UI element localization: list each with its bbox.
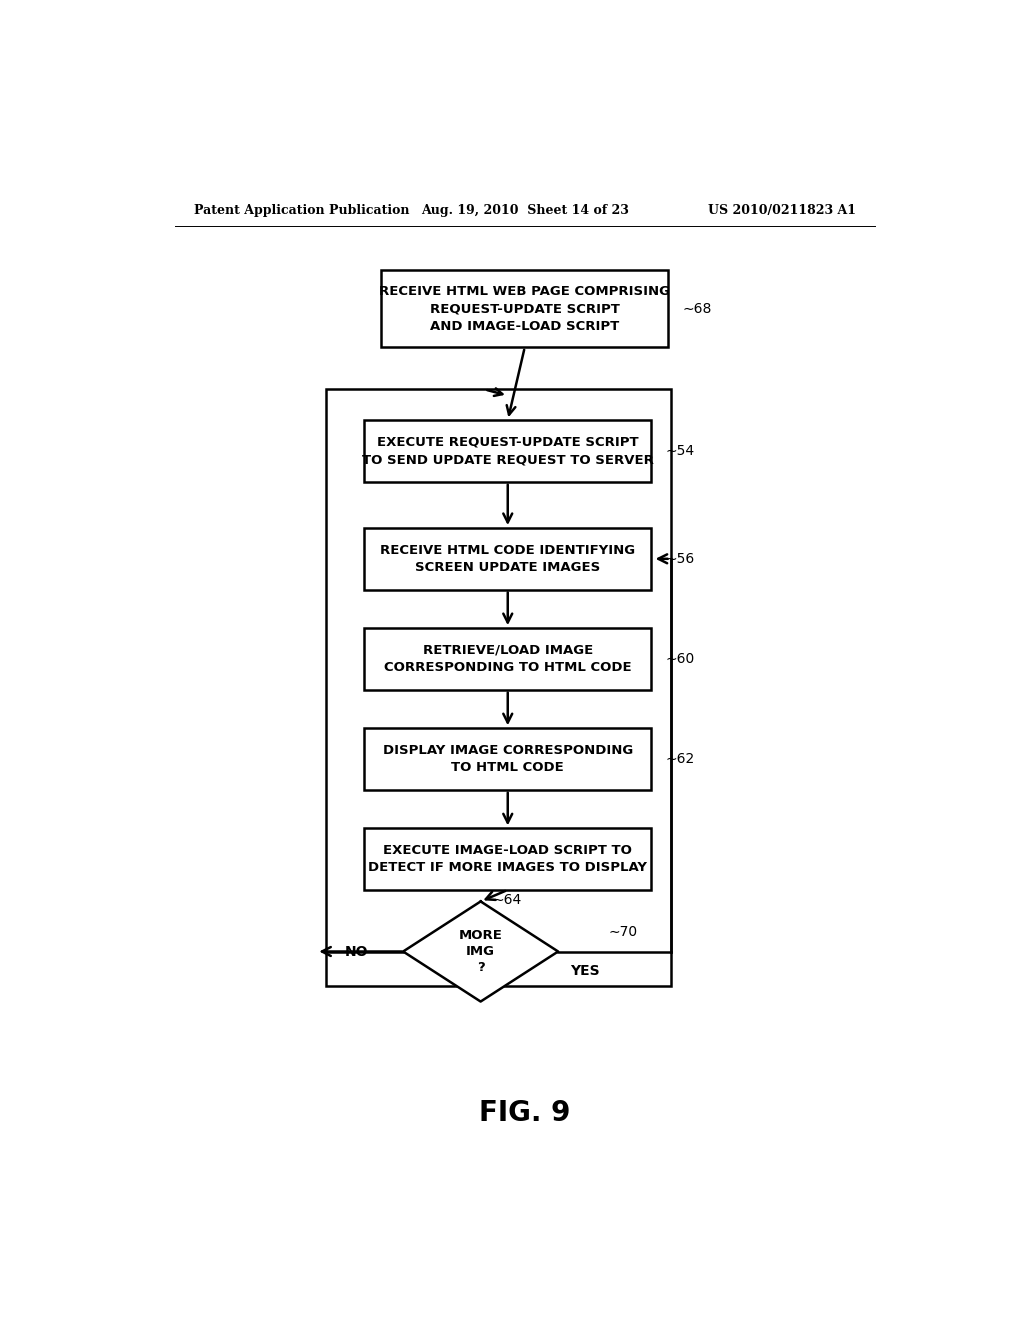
FancyBboxPatch shape (365, 420, 651, 482)
Text: EXECUTE IMAGE-LOAD SCRIPT TO
DETECT IF MORE IMAGES TO DISPLAY: EXECUTE IMAGE-LOAD SCRIPT TO DETECT IF M… (369, 843, 647, 874)
FancyBboxPatch shape (365, 628, 651, 689)
Text: US 2010/0211823 A1: US 2010/0211823 A1 (709, 205, 856, 218)
FancyBboxPatch shape (381, 271, 669, 347)
Text: YES: YES (569, 964, 599, 978)
Text: MORE
IMG
?: MORE IMG ? (459, 929, 503, 974)
Text: NO: NO (345, 945, 369, 958)
Text: ∼70: ∼70 (608, 925, 638, 940)
Text: ∼54: ∼54 (665, 444, 694, 458)
Text: ∼60: ∼60 (665, 652, 694, 665)
Text: RETRIEVE/LOAD IMAGE
CORRESPONDING TO HTML CODE: RETRIEVE/LOAD IMAGE CORRESPONDING TO HTM… (384, 644, 632, 675)
Text: ∼68: ∼68 (682, 301, 712, 315)
Text: RECEIVE HTML CODE IDENTIFYING
SCREEN UPDATE IMAGES: RECEIVE HTML CODE IDENTIFYING SCREEN UPD… (380, 544, 635, 574)
Text: RECEIVE HTML WEB PAGE COMPRISING
REQUEST-UPDATE SCRIPT
AND IMAGE-LOAD SCRIPT: RECEIVE HTML WEB PAGE COMPRISING REQUEST… (379, 285, 671, 333)
FancyBboxPatch shape (365, 528, 651, 590)
FancyBboxPatch shape (365, 729, 651, 789)
Text: EXECUTE REQUEST-UPDATE SCRIPT
TO SEND UPDATE REQUEST TO SERVER: EXECUTE REQUEST-UPDATE SCRIPT TO SEND UP… (361, 436, 653, 466)
FancyBboxPatch shape (365, 829, 651, 890)
Text: ∼64: ∼64 (493, 892, 521, 907)
Text: Aug. 19, 2010  Sheet 14 of 23: Aug. 19, 2010 Sheet 14 of 23 (421, 205, 629, 218)
Polygon shape (403, 902, 558, 1002)
Text: DISPLAY IMAGE CORRESPONDING
TO HTML CODE: DISPLAY IMAGE CORRESPONDING TO HTML CODE (383, 743, 633, 775)
Text: ∼56: ∼56 (665, 552, 694, 566)
Text: ∼62: ∼62 (665, 752, 694, 766)
Bar (326, 389, 671, 986)
Text: Patent Application Publication: Patent Application Publication (194, 205, 410, 218)
Text: FIG. 9: FIG. 9 (479, 1100, 570, 1127)
